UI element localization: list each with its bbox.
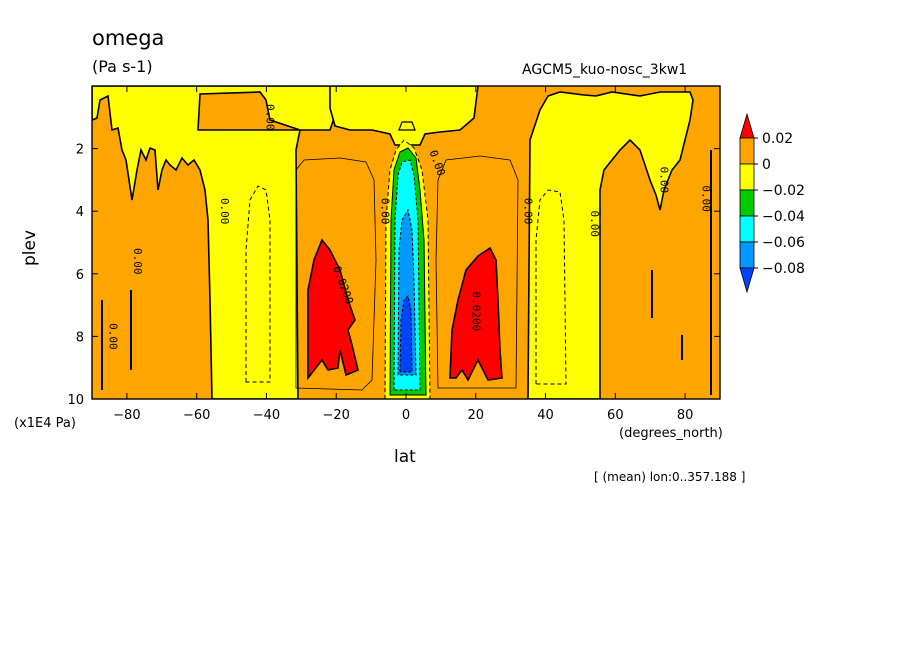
y-tick-label: 2 [76,143,84,158]
contour-thin-sh [435,155,519,389]
x-axis-label: lat [394,447,416,467]
dataset-label: AGCM5_kuo-nosc_3kw1 [522,62,688,78]
x-tick-label: −60 [183,408,210,423]
contour-label: 0.00 [522,198,535,225]
x-axis-units: (degrees_north) [619,426,723,441]
fill-red-nh [307,238,359,381]
y-tick-label: 10 [67,393,84,408]
mean-info-note: [ (mean) lon:0..357.188 ] [594,470,746,484]
colorbar-segment [739,189,755,217]
colorbar-label: −0.08 [762,261,805,277]
contour-label: 0.00 [263,104,276,131]
chart-title: omega [92,26,165,50]
colorbar-label: 0 [762,157,771,173]
colorbar-label: 0.02 [762,131,793,147]
contour-label: 0.00 [106,323,119,350]
contour-dashed-nh [245,185,271,383]
fill-red-sh [449,246,503,382]
y-tick-label: 4 [76,205,84,220]
colorbar-segment [739,163,755,191]
colorbar-label: −0.02 [762,183,805,199]
colorbar-bottom-arrow [739,267,755,294]
contour-fill-layer [92,86,720,399]
chart-units: (Pa s-1) [92,57,153,76]
contour-thin-nh [295,157,377,391]
contour-dashed-sh [535,189,567,385]
contour-label: 0.00 [700,185,713,212]
contour-label: 0.00 [379,198,392,225]
contour-label: 0.00 [658,167,671,194]
x-tick-label: −80 [113,408,140,423]
x-tick-label: 20 [468,408,485,423]
fill-negative-sh-upper [527,91,694,399]
colorbar-segment [739,215,755,243]
x-tick-label: 60 [607,408,624,423]
x-tick-label: 80 [677,408,694,423]
contour-label: 0.00 [218,198,231,225]
y-tick-label: 8 [76,330,84,345]
axes-layer: −80 −60 −40 −20 0 20 40 60 80 2 4 6 8 10 [67,86,720,423]
fill-darkblue-core [399,294,413,373]
colorbar-top-arrow [739,112,755,139]
contour-top-notch [398,121,416,131]
x-tick-label: −40 [253,408,280,423]
fill-negative-nh-upper [92,86,361,399]
x-tick-label: 40 [537,408,554,423]
contour-label: 0.00 [131,248,144,275]
colorbar-segment [739,137,755,165]
x-tick-label: −20 [323,408,350,423]
y-axis-units: (x1E4 Pa) [14,416,76,431]
colorbar: 0.02 0 −0.02 −0.04 −0.06 −0.08 [739,112,805,294]
x-tick-label: 0 [402,408,410,423]
colorbar-label: −0.04 [762,209,805,225]
contour-label: 0.00 [588,210,601,237]
colorbar-segment [739,241,755,269]
colorbar-label: −0.06 [762,235,805,251]
y-tick-label: 6 [76,268,84,283]
contour-label: 0.0200 [469,291,482,331]
